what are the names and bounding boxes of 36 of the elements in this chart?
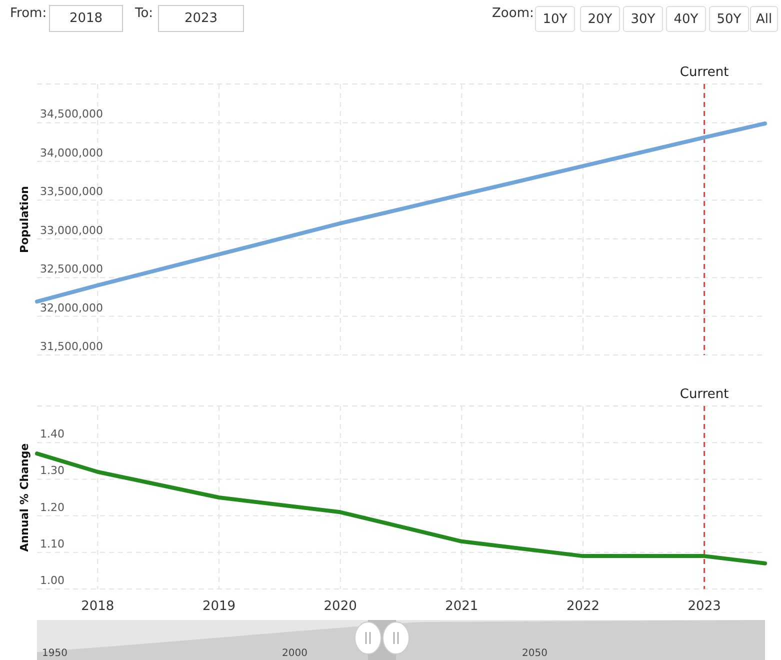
x-tick-label: 2022 [566, 599, 600, 614]
y-tick-label: 34,500,000 [40, 108, 103, 121]
x-tick-label: 2021 [445, 599, 478, 614]
y-tick-label: 1.10 [40, 537, 64, 550]
x-tick-label: 2023 [688, 599, 721, 614]
ref-line-label: Current [680, 387, 729, 402]
y-tick-label: 1.00 [40, 574, 64, 587]
y-tick-label: 32,500,000 [40, 262, 103, 276]
ref-line-label: Current [680, 65, 729, 80]
y-tick-label: 1.20 [40, 500, 64, 514]
y-tick-label: 34,000,000 [40, 146, 103, 160]
zoom-button: 30Y [623, 6, 663, 32]
zoom-button: All [750, 6, 778, 32]
text: To: [135, 6, 154, 21]
y-axis-title: Annual % Change [18, 443, 31, 552]
zoom-button: 40Y [666, 6, 706, 32]
x-tick-label: 2018 [81, 599, 114, 614]
text: 2000 [282, 648, 308, 659]
from-field: 2018 [49, 5, 123, 32]
zoom-button: 50Y [709, 6, 749, 32]
y-tick-label: 32,000,000 [40, 301, 103, 314]
text: 2050 [522, 648, 548, 659]
y-axis-title: Population [18, 186, 31, 253]
x-tick-label: 2019 [202, 599, 236, 614]
zoom-button: 20Y [580, 6, 620, 32]
text: 1950 [42, 648, 68, 659]
y-tick-label: 31,500,000 [40, 340, 103, 353]
y-tick-label: 33,000,000 [40, 224, 103, 237]
x-tick-label: 2020 [324, 599, 357, 614]
text: Zoom: [492, 6, 534, 21]
y-tick-label: 1.30 [40, 464, 64, 478]
zoom-button: 10Y [535, 6, 575, 32]
text: From: [10, 6, 47, 21]
to-field: 2023 [158, 5, 244, 32]
y-tick-label: 33,500,000 [40, 185, 103, 198]
y-tick-label: 1.40 [40, 428, 64, 441]
